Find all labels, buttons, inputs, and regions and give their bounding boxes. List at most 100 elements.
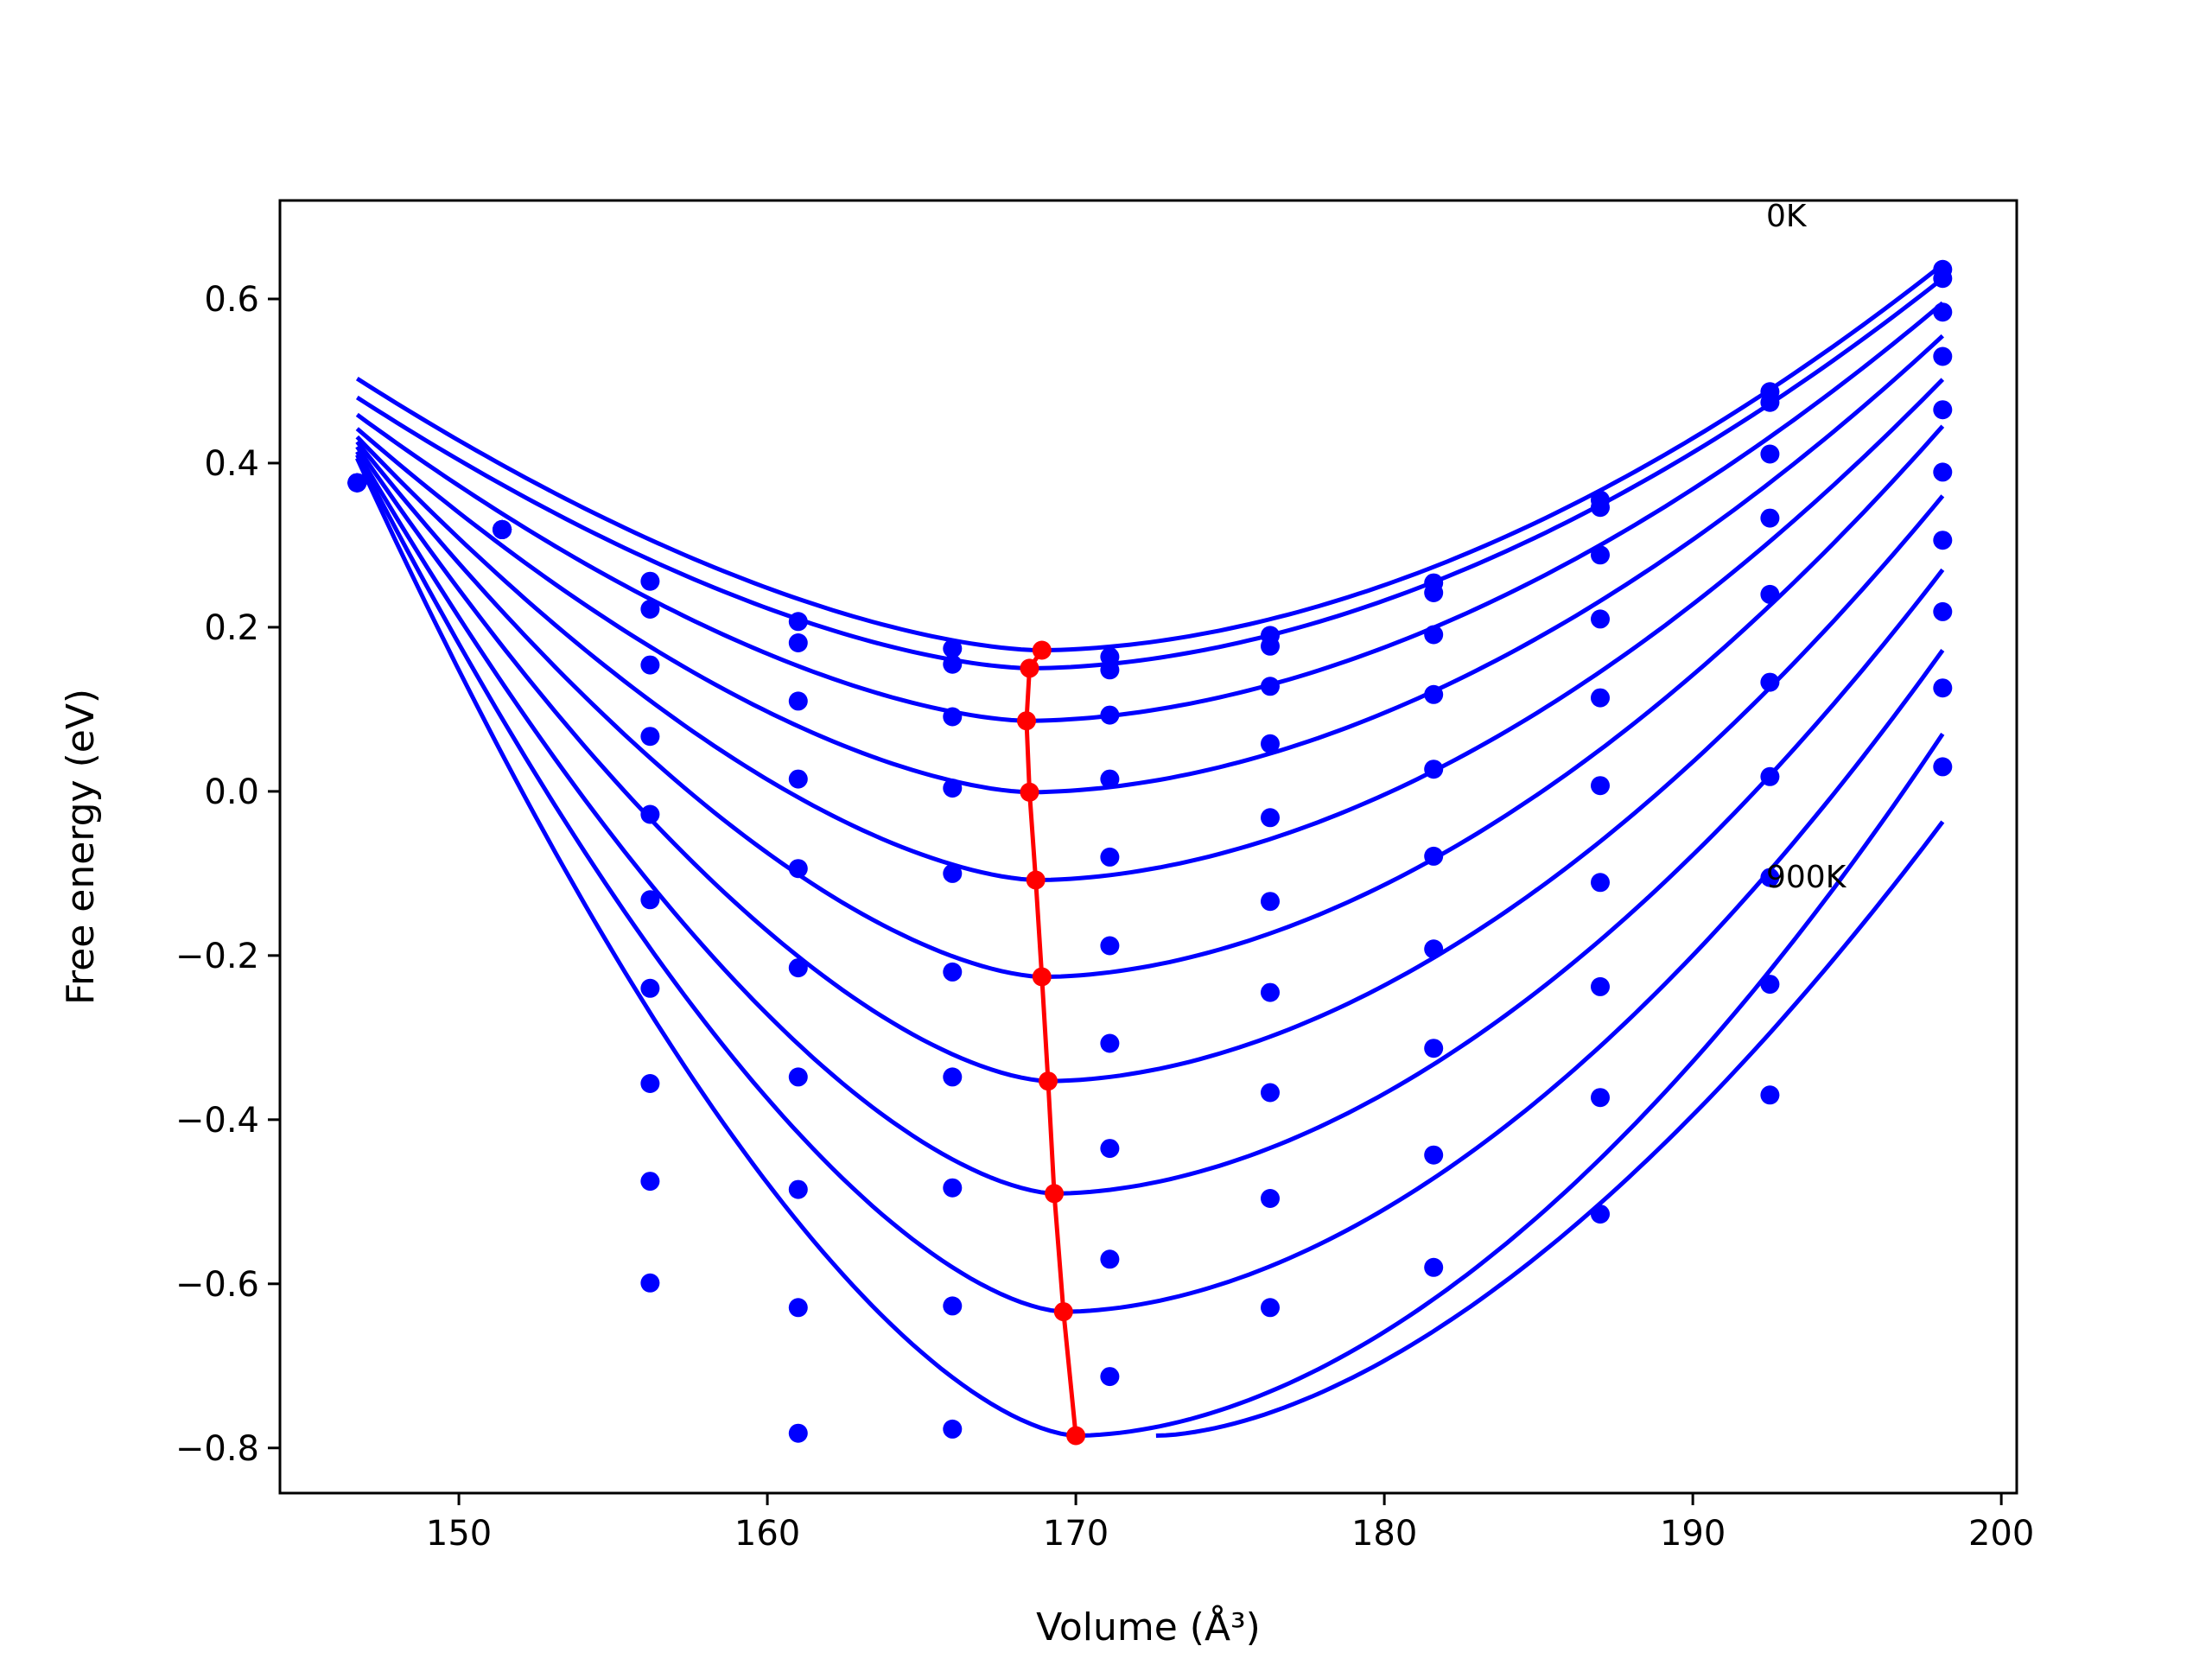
data-point-2-9 — [1760, 444, 1780, 464]
data-point-1-7 — [1424, 583, 1444, 602]
data-point-6-8 — [1591, 873, 1610, 893]
x-tick-label-190: 190 — [1660, 1514, 1726, 1554]
data-point-7-6 — [1261, 1083, 1280, 1103]
data-point-2-8 — [1591, 545, 1610, 565]
data-point-9-9 — [1760, 1085, 1780, 1105]
data-point-9-5 — [1100, 1367, 1120, 1387]
fit-curve-7 — [355, 450, 1945, 1196]
minimum-point-2 — [1017, 711, 1036, 731]
data-point-5-3 — [788, 958, 808, 978]
data-point-2-5 — [1100, 705, 1120, 725]
data-point-4-3 — [788, 859, 808, 879]
data-point-2-2 — [640, 655, 660, 675]
fit-curve-0 — [355, 263, 1944, 653]
data-point-2-10 — [1933, 302, 1953, 322]
minimum-point-7 — [1045, 1184, 1065, 1204]
data-point-6-5 — [1100, 1033, 1120, 1053]
data-point-7-9 — [1760, 868, 1780, 887]
data-point-7-4 — [943, 1178, 963, 1198]
plot-frame — [278, 199, 2018, 1495]
data-point-8-3 — [788, 1298, 808, 1318]
data-point-4-4 — [943, 863, 963, 883]
fit-curves — [355, 263, 1945, 1439]
data-point-4-8 — [1591, 688, 1610, 708]
x-tick-label-160: 160 — [734, 1514, 800, 1554]
data-point-2-6 — [1261, 677, 1280, 696]
data-point-2-3 — [788, 691, 808, 711]
data-point-5-4 — [943, 962, 963, 982]
data-point-4-10 — [1933, 400, 1953, 420]
x-axis-label: Volume (Å³) — [1036, 1604, 1261, 1649]
y-tick-label-7: −0.8 — [175, 1429, 259, 1469]
data-point-0-4 — [943, 639, 963, 658]
data-point-7-10 — [1933, 601, 1953, 621]
data-point-0-3 — [788, 612, 808, 632]
data-point-1-2 — [640, 600, 660, 619]
fit-curve-9 — [355, 457, 1945, 1439]
data-point-1-3 — [788, 633, 808, 652]
data-point-3-4 — [943, 779, 963, 798]
y-tick-label-1: 0.4 — [204, 444, 259, 484]
data-point-9-2 — [640, 1273, 660, 1293]
x-tick-label-180: 180 — [1351, 1514, 1417, 1554]
data-point-9-8 — [1591, 1205, 1610, 1224]
annotation-900k: 900K — [1766, 860, 1847, 895]
data-point-5-10 — [1933, 462, 1953, 482]
y-tick-label-0: 0.6 — [204, 280, 259, 320]
data-point-3-8 — [1591, 609, 1610, 629]
minimum-point-0 — [1032, 640, 1052, 660]
data-point-9-10 — [1933, 757, 1953, 777]
data-point-4-6 — [1261, 808, 1280, 828]
minimum-point-4 — [1026, 870, 1046, 890]
data-point-7-5 — [1100, 1139, 1120, 1159]
data-point-8-7 — [1424, 1145, 1444, 1165]
data-point-7-7 — [1424, 1039, 1444, 1058]
data-point-5-7 — [1424, 846, 1444, 866]
data-point-1-6 — [1261, 636, 1280, 656]
data-point-6-2 — [640, 978, 660, 998]
data-point-7-3 — [788, 1179, 808, 1199]
data-point-8-4 — [943, 1296, 963, 1316]
data-point-5-9 — [1760, 672, 1780, 692]
data-point-8-9 — [1760, 975, 1780, 995]
data-point-1-5 — [1100, 660, 1120, 680]
data-point-4-9 — [1760, 584, 1780, 604]
minima-line — [1017, 640, 1086, 1446]
fit-curve-6 — [355, 445, 1945, 1084]
data-point-7-8 — [1591, 976, 1610, 996]
y-tick-label-3: 0.0 — [204, 772, 259, 812]
x-tick-label-170: 170 — [1043, 1514, 1109, 1554]
data-point-0-2 — [640, 571, 660, 591]
y-tick-label-5: −0.4 — [175, 1101, 259, 1141]
fit-curve-1 — [355, 276, 1944, 671]
data-point-1-4 — [943, 654, 963, 674]
data-point-8-2 — [640, 1172, 660, 1192]
data-point-2-4 — [943, 707, 963, 727]
data-point-6-3 — [788, 1067, 808, 1087]
data-point-9-1 — [493, 519, 512, 539]
fit-curve-4 — [355, 378, 1945, 882]
data-point-5-6 — [1261, 892, 1280, 912]
data-point-1-8 — [1591, 498, 1610, 518]
data-point-3-5 — [1100, 769, 1120, 789]
fit-curve-5 — [355, 424, 1945, 980]
data-point-4-2 — [640, 804, 660, 824]
fit-curve-extra — [1155, 820, 1945, 1438]
data-point-6-4 — [943, 1067, 963, 1087]
data-point-3-6 — [1261, 734, 1280, 753]
data-point-3-2 — [640, 727, 660, 747]
data-point-1-9 — [1760, 392, 1780, 412]
x-tick-label-150: 150 — [426, 1514, 492, 1554]
data-points — [347, 259, 1953, 1443]
data-point-0-5 — [1100, 647, 1120, 667]
data-point-2-7 — [1424, 625, 1444, 645]
y-tick-label-2: 0.2 — [204, 608, 259, 648]
data-point-1-10 — [1933, 269, 1953, 289]
data-point-5-5 — [1100, 936, 1120, 956]
data-point-6-10 — [1933, 531, 1953, 550]
minimum-point-9 — [1066, 1426, 1086, 1446]
data-point-9-3 — [788, 1423, 808, 1443]
data-point-8-5 — [1100, 1249, 1120, 1269]
data-point-9-7 — [1424, 1257, 1444, 1277]
